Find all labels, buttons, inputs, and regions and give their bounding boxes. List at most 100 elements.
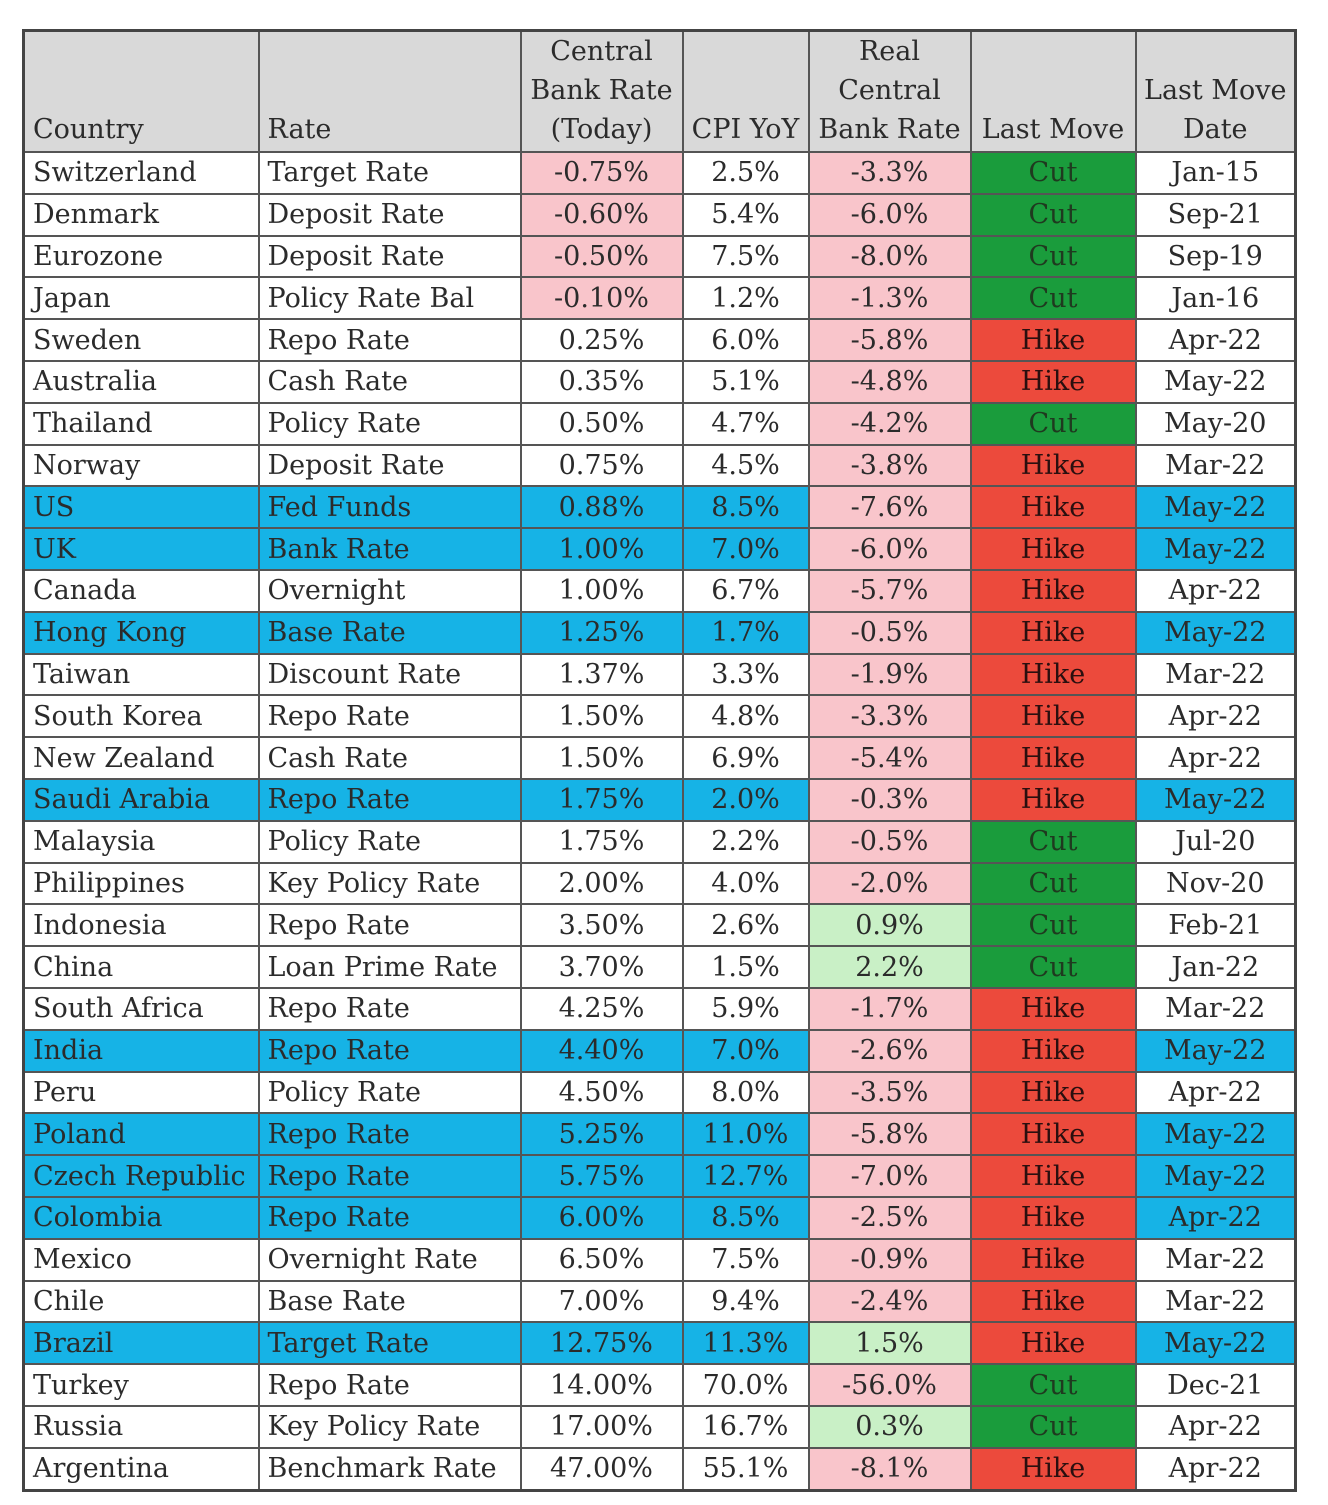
cell-rate-name: Target Rate bbox=[257, 1321, 522, 1366]
cell-last-move-date: Jan-15 bbox=[1134, 151, 1297, 195]
cell-real-rate: -5.7% bbox=[807, 568, 972, 613]
cell-cpi-yoy: 2.5% bbox=[681, 151, 810, 195]
cell-real-rate: 0.3% bbox=[807, 1404, 972, 1449]
cell-rate-name: Overnight Rate bbox=[257, 1237, 522, 1282]
cell-last-move: Hike bbox=[969, 1070, 1137, 1115]
cell-central-bank-rate: 7.00% bbox=[519, 1279, 684, 1324]
cell-country: Colombia bbox=[22, 1195, 260, 1240]
cell-cpi-yoy: 6.9% bbox=[681, 736, 810, 780]
cell-cpi-yoy: 12.7% bbox=[681, 1154, 810, 1198]
cell-last-move: Hike bbox=[969, 1446, 1137, 1492]
cell-real-rate: -3.3% bbox=[807, 151, 972, 195]
cell-last-move: Hike bbox=[969, 1195, 1137, 1240]
cell-central-bank-rate: 0.75% bbox=[519, 443, 684, 488]
cell-rate-name: Repo Rate bbox=[257, 1363, 522, 1407]
cell-central-bank-rate: 47.00% bbox=[519, 1446, 684, 1492]
table-row: Australia Cash Rate 0.35% 5.1% -4.8% Hike May-… bbox=[22, 359, 1297, 404]
cell-real-rate: -4.2% bbox=[807, 401, 972, 446]
cell-rate-name: Target Rate bbox=[257, 151, 522, 195]
cell-central-bank-rate: 6.50% bbox=[519, 1237, 684, 1282]
cell-real-rate: -0.9% bbox=[807, 1237, 972, 1282]
cell-central-bank-rate: 4.25% bbox=[519, 986, 684, 1031]
table-row: Thailand Policy Rate 0.50% 4.7% -4.2% Cut May-… bbox=[22, 401, 1297, 446]
cell-last-move-date: Apr-22 bbox=[1134, 1195, 1297, 1240]
cell-central-bank-rate: 2.00% bbox=[519, 861, 684, 906]
table-row: Argentina Benchmark Rate 47.00% 55.1% -8.1% H… bbox=[22, 1446, 1297, 1492]
cell-country: Argentina bbox=[22, 1446, 260, 1492]
cell-real-rate: -2.4% bbox=[807, 1279, 972, 1324]
cell-last-move: Hike bbox=[969, 736, 1137, 780]
cell-central-bank-rate: 1.37% bbox=[519, 652, 684, 697]
cell-rate-name: Overnight bbox=[257, 568, 522, 613]
table-row: US Fed Funds 0.88% 8.5% -7.6% Hike May-22 bbox=[22, 485, 1297, 530]
header-real-central-bank-rate: Real Central Bank Rate bbox=[807, 29, 972, 153]
table-row: Malaysia Policy Rate 1.75% 2.2% -0.5% Cut Jul-… bbox=[22, 819, 1297, 864]
cell-cpi-yoy: 7.0% bbox=[681, 527, 810, 571]
table-row: Canada Overnight 1.00% 6.7% -5.7% Hike Apr-22 bbox=[22, 568, 1297, 613]
cell-rate-name: Repo Rate bbox=[257, 318, 522, 362]
cell-central-bank-rate: -0.60% bbox=[519, 192, 684, 237]
cell-last-move-date: Dec-21 bbox=[1134, 1363, 1297, 1407]
cell-rate-name: Policy Rate bbox=[257, 819, 522, 864]
cell-rate-name: Repo Rate bbox=[257, 986, 522, 1031]
cell-last-move: Hike bbox=[969, 1154, 1137, 1198]
cell-rate-name: Repo Rate bbox=[257, 1195, 522, 1240]
cell-country: Poland bbox=[22, 1112, 260, 1157]
cell-last-move: Cut bbox=[969, 1363, 1137, 1407]
cell-central-bank-rate: -0.75% bbox=[519, 151, 684, 195]
cell-rate-name: Base Rate bbox=[257, 610, 522, 655]
table-row: Russia Key Policy Rate 17.00% 16.7% 0.3% Cut A… bbox=[22, 1404, 1297, 1449]
table-row: Hong Kong Base Rate 1.25% 1.7% -0.5% Hike May-… bbox=[22, 610, 1297, 655]
cell-last-move-date: May-20 bbox=[1134, 401, 1297, 446]
cell-real-rate: -3.5% bbox=[807, 1070, 972, 1115]
cell-last-move-date: May-22 bbox=[1134, 527, 1297, 571]
cell-last-move-date: May-22 bbox=[1134, 485, 1297, 530]
cell-last-move: Cut bbox=[969, 276, 1137, 321]
cell-country: South Africa bbox=[22, 986, 260, 1031]
header-last-move-date: Last Move Date bbox=[1134, 29, 1297, 153]
cell-country: Australia bbox=[22, 359, 260, 404]
table-row: Switzerland Target Rate -0.75% 2.5% -3.3% Cut… bbox=[22, 151, 1297, 195]
cell-rate-name: Benchmark Rate bbox=[257, 1446, 522, 1492]
cell-rate-name: Cash Rate bbox=[257, 736, 522, 780]
cell-last-move: Hike bbox=[969, 318, 1137, 362]
cell-cpi-yoy: 9.4% bbox=[681, 1279, 810, 1324]
cell-last-move-date: Apr-22 bbox=[1134, 1404, 1297, 1449]
cell-real-rate: -3.3% bbox=[807, 694, 972, 739]
cell-country: Saudi Arabia bbox=[22, 777, 260, 822]
cell-country: Czech Republic bbox=[22, 1154, 260, 1198]
cell-last-move-date: Sep-19 bbox=[1134, 234, 1297, 279]
cell-last-move-date: Mar-22 bbox=[1134, 443, 1297, 488]
cell-real-rate: -8.0% bbox=[807, 234, 972, 279]
cell-central-bank-rate: 1.75% bbox=[519, 777, 684, 822]
table-row: South Korea Repo Rate 1.50% 4.8% -3.3% Hike Ap… bbox=[22, 694, 1297, 739]
cell-cpi-yoy: 4.8% bbox=[681, 694, 810, 739]
table-row: Turkey Repo Rate 14.00% 70.0% -56.0% Cut Dec-2… bbox=[22, 1363, 1297, 1407]
cell-rate-name: Repo Rate bbox=[257, 694, 522, 739]
cell-last-move-date: Mar-22 bbox=[1134, 986, 1297, 1031]
cell-country: Turkey bbox=[22, 1363, 260, 1407]
cell-country: Thailand bbox=[22, 401, 260, 446]
cell-last-move: Hike bbox=[969, 1112, 1137, 1157]
table-body: Switzerland Target Rate -0.75% 2.5% -3.3% Cut… bbox=[22, 151, 1297, 1492]
cell-cpi-yoy: 4.5% bbox=[681, 443, 810, 488]
cell-rate-name: Repo Rate bbox=[257, 1028, 522, 1073]
cell-cpi-yoy: 6.7% bbox=[681, 568, 810, 613]
cell-country: Malaysia bbox=[22, 819, 260, 864]
cell-country: Taiwan bbox=[22, 652, 260, 697]
cell-last-move-date: May-22 bbox=[1134, 777, 1297, 822]
table-row: Eurozone Deposit Rate -0.50% 7.5% -8.0% Cut Se… bbox=[22, 234, 1297, 279]
cell-central-bank-rate: 17.00% bbox=[519, 1404, 684, 1449]
cell-rate-name: Bank Rate bbox=[257, 527, 522, 571]
cell-last-move-date: May-22 bbox=[1134, 1112, 1297, 1157]
cell-rate-name: Cash Rate bbox=[257, 359, 522, 404]
cell-central-bank-rate: 0.25% bbox=[519, 318, 684, 362]
cell-rate-name: Repo Rate bbox=[257, 777, 522, 822]
cell-country: Japan bbox=[22, 276, 260, 321]
cell-country: Indonesia bbox=[22, 903, 260, 948]
cell-central-bank-rate: 1.00% bbox=[519, 568, 684, 613]
cell-real-rate: -6.0% bbox=[807, 192, 972, 237]
cell-last-move: Hike bbox=[969, 777, 1137, 822]
cell-central-bank-rate: 1.50% bbox=[519, 694, 684, 739]
cell-last-move: Hike bbox=[969, 652, 1137, 697]
